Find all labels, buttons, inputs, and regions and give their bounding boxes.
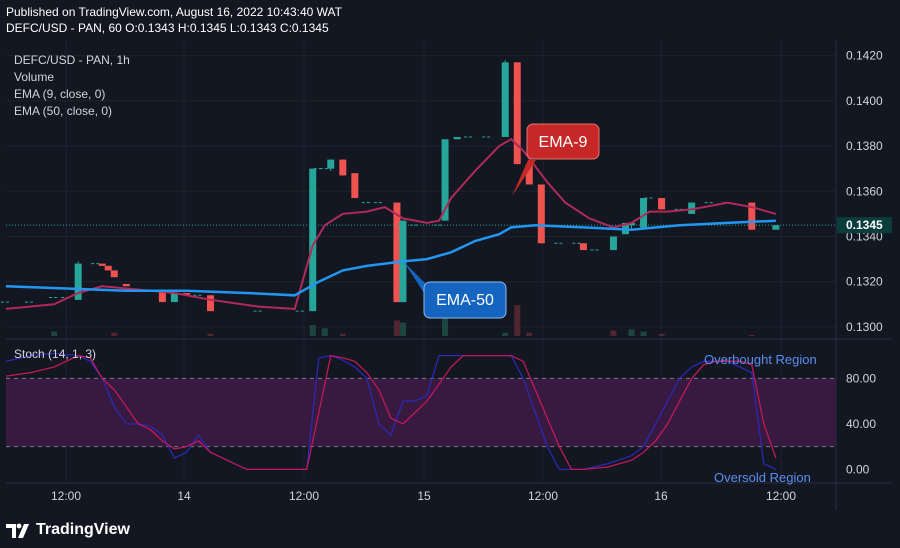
volume-bar xyxy=(748,334,755,336)
x-tick-label: 12:00 xyxy=(51,489,81,503)
candle-body xyxy=(501,62,509,137)
tradingview-branding: TradingView xyxy=(6,518,130,542)
price-tick-label: 0.1380 xyxy=(846,139,883,153)
x-tick-label: 14 xyxy=(177,489,191,503)
candle-body xyxy=(327,159,335,169)
candle-body xyxy=(525,164,533,185)
volume-bar xyxy=(514,305,521,336)
ema50-callout: EMA-50 xyxy=(404,262,507,319)
candle-body xyxy=(628,222,636,226)
candle-body xyxy=(453,136,461,140)
last-price-box xyxy=(837,217,892,234)
volume-bar xyxy=(393,320,400,336)
x-tick-label: 12:00 xyxy=(766,489,796,503)
candle-body xyxy=(158,290,166,303)
volume-bar xyxy=(526,332,533,336)
stoch-tick-label: 80.00 xyxy=(846,371,876,385)
stoch-d-line xyxy=(5,354,777,471)
volume-bar xyxy=(628,329,635,336)
legend-title: DEFC/USD - PAN, 1h xyxy=(14,53,130,67)
legend-volume: Volume xyxy=(14,70,54,84)
stoch-tick-label: 40.00 xyxy=(846,417,876,431)
candle-body xyxy=(658,198,666,210)
stoch-pane xyxy=(5,352,836,471)
symbol-ohlc-line: DEFC/USD - PAN, 60 O:0.1343 H:0.1345 L:0… xyxy=(6,21,329,35)
candle-body xyxy=(74,263,82,300)
candle-body xyxy=(339,159,347,176)
candle-body xyxy=(513,62,521,165)
volume-bar xyxy=(658,333,665,336)
ema9-callout: EMA-9 xyxy=(512,123,600,196)
candle-body xyxy=(122,283,130,287)
ema9-label: EMA-9 xyxy=(539,134,588,151)
stoch-k-line xyxy=(5,352,777,471)
stoch-band xyxy=(6,378,836,447)
published-caption: Published on TradingView.com, August 16,… xyxy=(6,5,342,19)
candle-body xyxy=(772,225,780,230)
price-tick-label: 0.1420 xyxy=(846,49,883,63)
axes: 12:00 14 12:00 15 12:00 16 12:00 0.1300 0.1320 0.… xyxy=(6,40,892,510)
candle-body xyxy=(104,265,112,271)
candles xyxy=(1,60,836,312)
candle-body xyxy=(748,202,756,230)
candle-body xyxy=(640,198,648,228)
candle-body xyxy=(609,236,617,251)
volume-bar xyxy=(321,328,328,336)
ema50-label: EMA-50 xyxy=(436,292,494,309)
x-tick-label: 15 xyxy=(417,489,431,503)
last-price-label: 0.1345 xyxy=(846,218,883,232)
candle-body xyxy=(393,202,401,303)
volume-bar xyxy=(399,322,406,336)
price-tick-label: 0.1360 xyxy=(846,184,883,198)
tradingview-logo-icon xyxy=(6,523,29,538)
volume-bar xyxy=(502,332,509,336)
ema-lines xyxy=(5,137,777,310)
volume-bar xyxy=(207,333,214,336)
x-tick-label: 12:00 xyxy=(289,489,319,503)
price-tick-label: 0.1400 xyxy=(846,94,883,108)
legend-ema50: EMA (50, close, 0) xyxy=(14,104,112,118)
price-tick-label: 0.1320 xyxy=(846,275,883,289)
candle-body xyxy=(182,293,190,296)
candle-body xyxy=(688,202,696,214)
volume-bar xyxy=(51,331,58,336)
legend-ema9: EMA (9, close, 0) xyxy=(14,87,105,101)
x-tick-label: 12:00 xyxy=(528,489,558,503)
volume-bar xyxy=(339,333,346,336)
candle-body xyxy=(206,295,214,312)
ema9-line xyxy=(5,137,777,310)
candle-body xyxy=(441,139,449,221)
volume-bar xyxy=(442,309,449,336)
ema50-line xyxy=(5,219,776,297)
candle-body xyxy=(98,263,106,266)
candle-body xyxy=(537,184,545,244)
candle-body xyxy=(579,243,587,251)
volume-bars xyxy=(51,305,755,336)
overbought-label: Overbought Region xyxy=(704,352,817,367)
tradingview-brand: TradingView xyxy=(36,521,130,538)
x-tick-label: 16 xyxy=(654,489,668,503)
volume-bar xyxy=(610,330,617,336)
stoch-legend: Stoch (14, 1, 3) xyxy=(14,347,96,361)
price-tick-label: 0.1300 xyxy=(846,320,883,334)
volume-bar xyxy=(309,325,316,336)
stoch-tick-label: 0.00 xyxy=(846,462,870,476)
volume-bar xyxy=(640,331,647,336)
candle-body xyxy=(351,173,359,199)
volume-bar xyxy=(111,332,118,336)
candle-body xyxy=(309,168,317,312)
candle-body xyxy=(110,270,118,278)
oversold-label: Oversold Region xyxy=(714,470,811,485)
candle-body xyxy=(170,293,178,303)
